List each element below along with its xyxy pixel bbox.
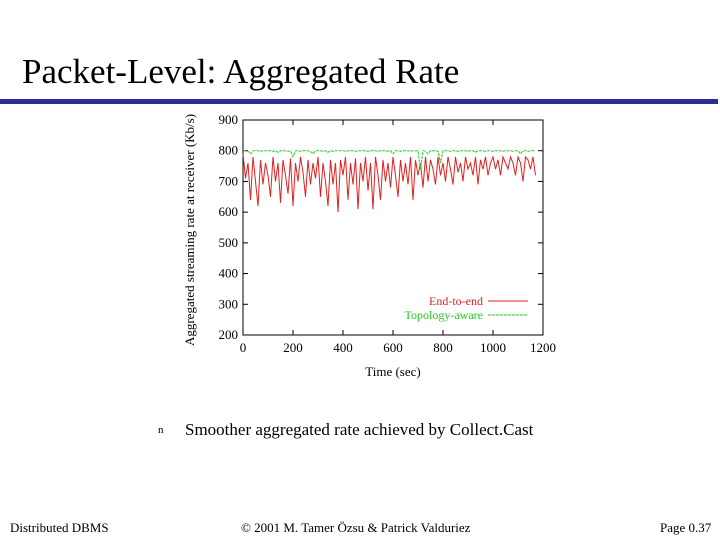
- page-number: Page 0.37: [660, 520, 712, 535]
- y-tick-label: 400: [219, 266, 239, 281]
- x-tick-label: 200: [283, 340, 303, 355]
- bullet-marker: n: [158, 424, 164, 436]
- slide-title: Packet-Level: Aggregated Rate: [22, 52, 460, 91]
- y-tick-label: 200: [219, 327, 239, 342]
- series-line-topology-aware: [243, 150, 536, 170]
- x-tick-label: 1000: [480, 340, 506, 355]
- x-tick-label: 0: [240, 340, 247, 355]
- y-tick-label: 300: [219, 296, 239, 311]
- x-tick-label: 600: [383, 340, 403, 355]
- y-axis-label: Aggregated streaming rate at receiver (K…: [182, 114, 197, 346]
- y-tick-label: 800: [219, 143, 239, 158]
- legend-label-0: End-to-end: [429, 294, 483, 308]
- y-tick-label: 600: [219, 204, 239, 219]
- footer-left: Distributed DBMS: [10, 520, 109, 535]
- x-tick-label: 400: [333, 340, 353, 355]
- title-rule: [0, 99, 718, 104]
- y-tick-label: 900: [219, 112, 239, 127]
- bullet-text: Smoother aggregated rate achieved by Col…: [185, 420, 534, 439]
- y-tick-label: 700: [219, 173, 239, 188]
- y-axis-label-group: Aggregated streaming rate at receiver (K…: [182, 114, 197, 346]
- plot-frame: [242, 119, 544, 336]
- footer-copyright: © 2001 M. Tamer Özsu & Patrick Valduriez: [241, 520, 471, 535]
- legend-label-1: Topology-aware: [405, 308, 483, 322]
- y-tick-label: 500: [219, 235, 239, 250]
- series-line-end-to-end: [242, 153, 536, 213]
- line-chart: Aggregated streaming rate at receiver (K…: [182, 112, 557, 379]
- x-tick-label: 800: [433, 340, 453, 355]
- x-tick-label: 1200: [530, 340, 556, 355]
- x-axis-label: Time (sec): [365, 364, 421, 379]
